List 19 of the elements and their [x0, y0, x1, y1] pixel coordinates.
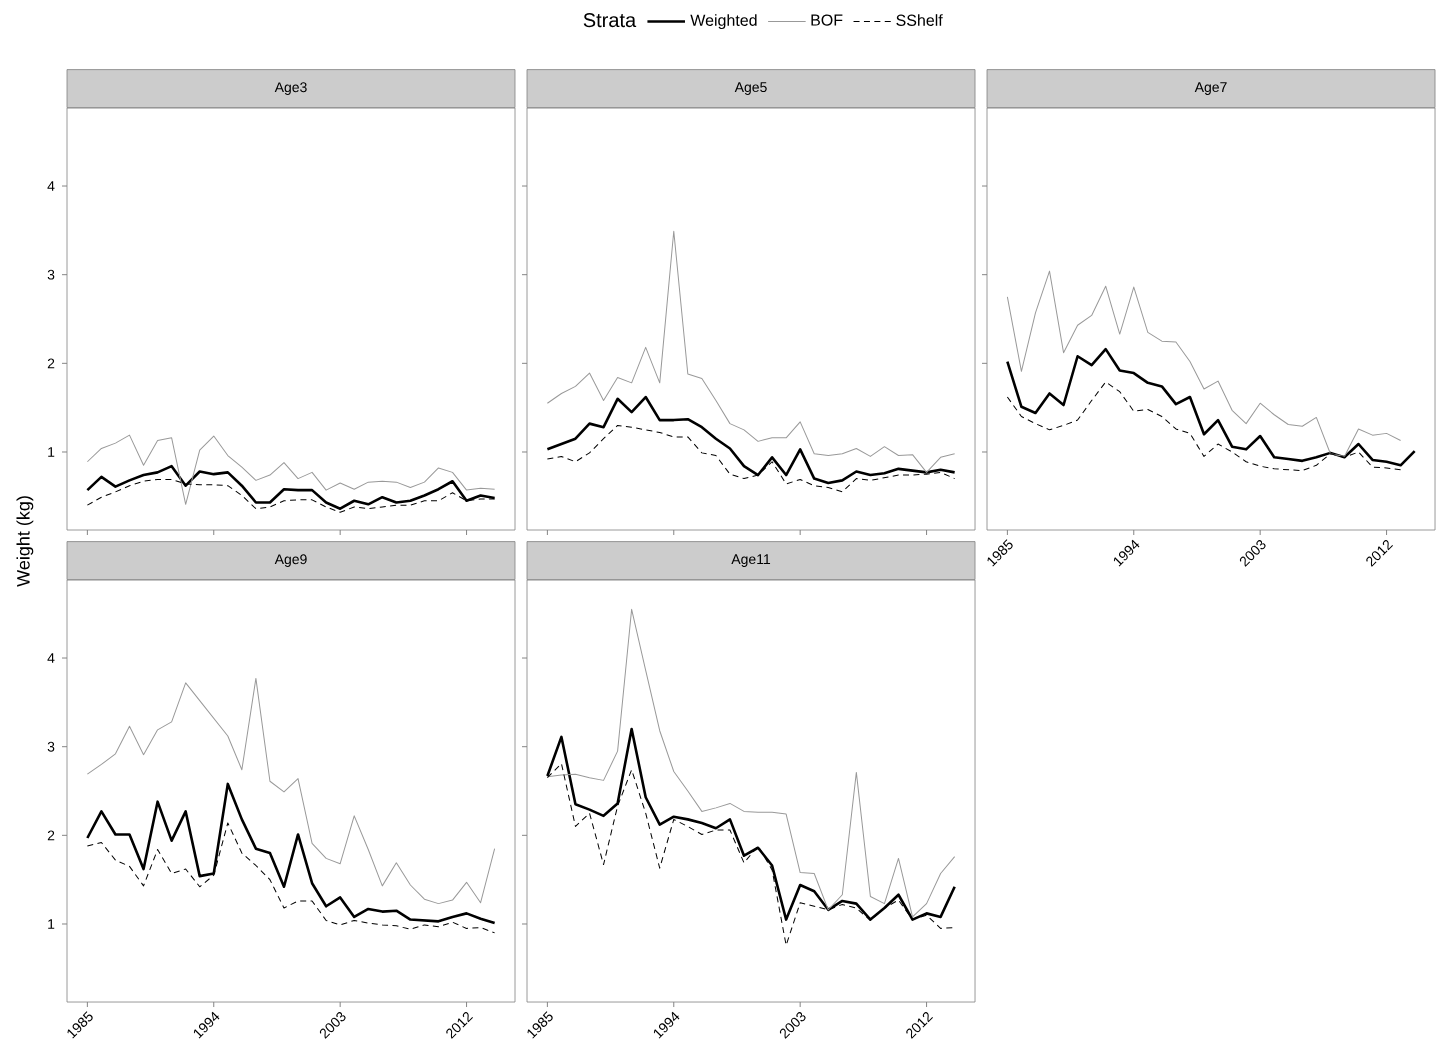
- y-tick-label: 4: [47, 181, 55, 191]
- chart-title: Age3: [274, 82, 307, 95]
- legend-label: BOF: [811, 14, 843, 26]
- y-tick-label: 1: [48, 447, 55, 457]
- line-series: [86, 434, 496, 505]
- chart-title: Age5: [734, 82, 767, 95]
- legend-label: Weighted: [690, 14, 757, 30]
- y-tick-label: 2: [47, 358, 55, 369]
- y-tick-label: 3: [47, 741, 55, 752]
- chart-title: Age7: [1194, 82, 1227, 95]
- legend-title: Strata: [583, 13, 637, 28]
- y-axis-title: Weight (kg): [16, 496, 34, 587]
- chart-title: Age9: [274, 554, 307, 567]
- y-tick-label: 3: [47, 269, 55, 280]
- chart-title: Age11: [731, 554, 771, 567]
- legend-label: SShelf: [896, 14, 943, 26]
- y-tick-label: 4: [47, 653, 55, 663]
- y-tick-label: 1: [48, 919, 55, 929]
- y-tick-label: 2: [47, 830, 55, 841]
